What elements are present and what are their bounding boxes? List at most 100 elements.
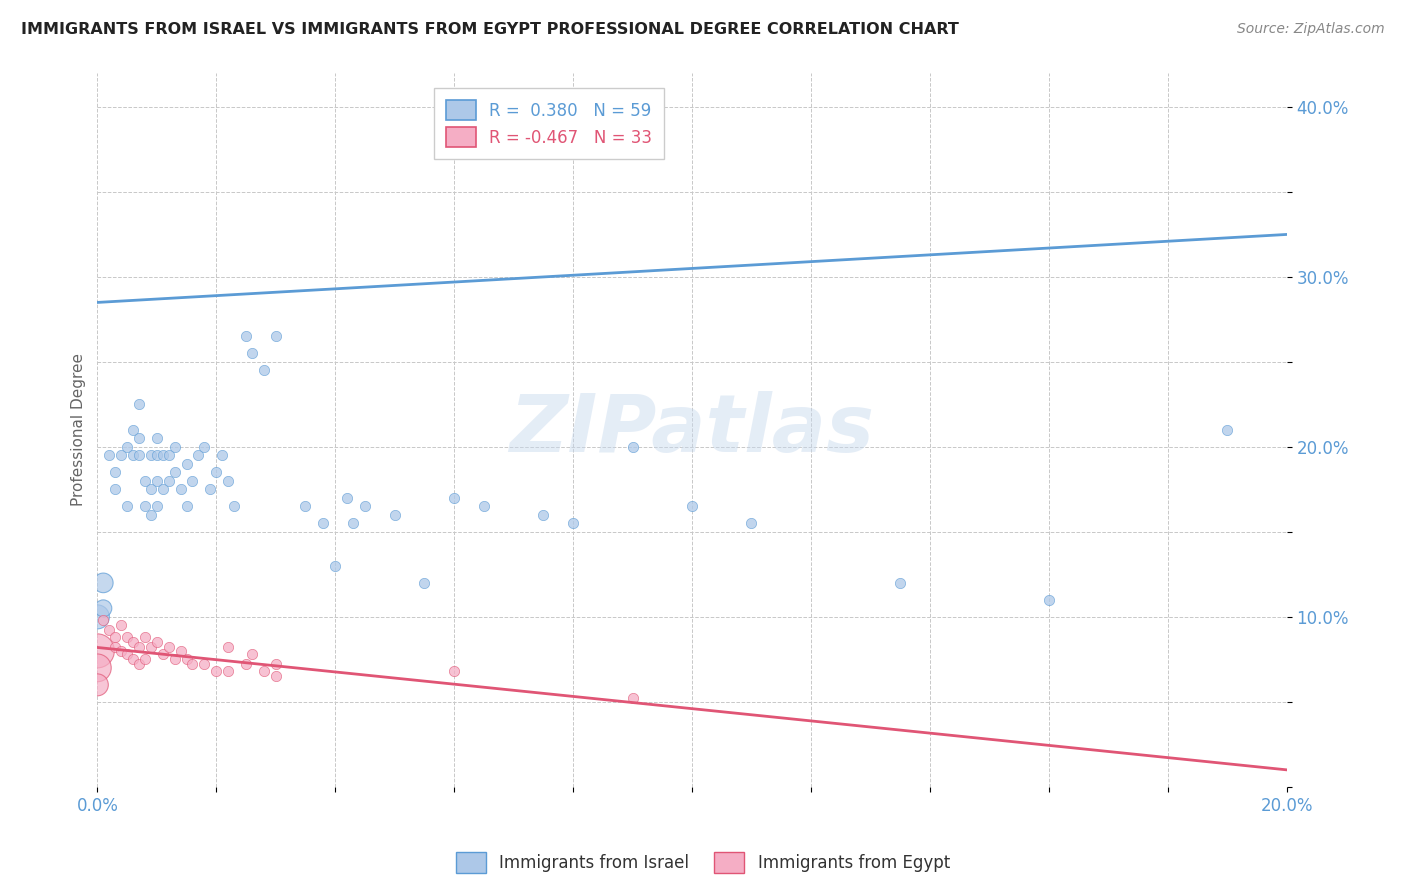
Point bbox=[240, 647, 263, 661]
Point bbox=[163, 440, 186, 454]
Point bbox=[146, 500, 169, 514]
Point bbox=[253, 665, 276, 679]
Point bbox=[110, 644, 132, 658]
Point bbox=[104, 483, 127, 497]
Point bbox=[139, 483, 162, 497]
Point bbox=[181, 474, 204, 488]
Point bbox=[134, 500, 156, 514]
Point bbox=[86, 610, 108, 624]
Point bbox=[169, 644, 191, 658]
Point bbox=[342, 516, 364, 531]
Point bbox=[240, 346, 263, 360]
Point bbox=[384, 508, 406, 522]
Point bbox=[128, 640, 150, 655]
Point bbox=[146, 474, 169, 488]
Point bbox=[134, 474, 156, 488]
Point bbox=[193, 657, 215, 672]
Point bbox=[681, 500, 703, 514]
Point bbox=[139, 449, 162, 463]
Point bbox=[176, 652, 198, 666]
Point bbox=[187, 449, 209, 463]
Point bbox=[86, 644, 108, 658]
Point bbox=[128, 431, 150, 445]
Point bbox=[562, 516, 585, 531]
Point bbox=[531, 508, 554, 522]
Point bbox=[104, 630, 127, 644]
Point bbox=[235, 657, 257, 672]
Point bbox=[134, 652, 156, 666]
Point bbox=[91, 575, 114, 590]
Point bbox=[200, 483, 222, 497]
Point bbox=[217, 474, 239, 488]
Point bbox=[176, 457, 198, 471]
Point bbox=[134, 630, 156, 644]
Point bbox=[115, 500, 138, 514]
Point bbox=[122, 652, 145, 666]
Point bbox=[146, 635, 169, 649]
Point bbox=[163, 652, 186, 666]
Point bbox=[115, 647, 138, 661]
Point bbox=[354, 500, 377, 514]
Point bbox=[91, 601, 114, 615]
Point bbox=[443, 665, 465, 679]
Text: ZIPatlas: ZIPatlas bbox=[509, 391, 875, 469]
Point bbox=[91, 613, 114, 627]
Point bbox=[312, 516, 335, 531]
Point bbox=[235, 329, 257, 343]
Point bbox=[264, 329, 287, 343]
Legend: R =  0.380   N = 59, R = -0.467   N = 33: R = 0.380 N = 59, R = -0.467 N = 33 bbox=[434, 88, 664, 159]
Point bbox=[472, 500, 495, 514]
Point bbox=[98, 449, 121, 463]
Point bbox=[98, 624, 121, 638]
Text: Source: ZipAtlas.com: Source: ZipAtlas.com bbox=[1237, 22, 1385, 37]
Point bbox=[104, 640, 127, 655]
Point bbox=[128, 657, 150, 672]
Legend: Immigrants from Israel, Immigrants from Egypt: Immigrants from Israel, Immigrants from … bbox=[450, 846, 956, 880]
Point bbox=[86, 661, 108, 675]
Point bbox=[152, 647, 174, 661]
Point bbox=[621, 691, 644, 706]
Point bbox=[128, 449, 150, 463]
Point bbox=[443, 491, 465, 505]
Point bbox=[413, 575, 436, 590]
Point bbox=[157, 449, 180, 463]
Point bbox=[1216, 423, 1239, 437]
Point bbox=[122, 449, 145, 463]
Point bbox=[110, 618, 132, 632]
Point bbox=[157, 640, 180, 655]
Point bbox=[889, 575, 911, 590]
Point bbox=[146, 431, 169, 445]
Point bbox=[146, 449, 169, 463]
Point bbox=[152, 449, 174, 463]
Point bbox=[264, 669, 287, 683]
Point bbox=[217, 640, 239, 655]
Point bbox=[110, 449, 132, 463]
Point bbox=[253, 363, 276, 377]
Point bbox=[294, 500, 316, 514]
Point bbox=[139, 640, 162, 655]
Point bbox=[205, 466, 228, 480]
Point bbox=[224, 500, 246, 514]
Point bbox=[139, 508, 162, 522]
Point bbox=[323, 558, 346, 573]
Point bbox=[104, 466, 127, 480]
Point bbox=[181, 657, 204, 672]
Point bbox=[264, 657, 287, 672]
Point bbox=[621, 440, 644, 454]
Point bbox=[169, 483, 191, 497]
Point bbox=[152, 483, 174, 497]
Point bbox=[193, 440, 215, 454]
Point bbox=[128, 397, 150, 411]
Point bbox=[163, 466, 186, 480]
Point bbox=[122, 423, 145, 437]
Point bbox=[336, 491, 359, 505]
Point bbox=[115, 440, 138, 454]
Point bbox=[115, 630, 138, 644]
Point bbox=[217, 665, 239, 679]
Point bbox=[211, 449, 233, 463]
Point bbox=[157, 474, 180, 488]
Point bbox=[205, 665, 228, 679]
Point bbox=[176, 500, 198, 514]
Point bbox=[86, 678, 108, 692]
Point bbox=[740, 516, 762, 531]
